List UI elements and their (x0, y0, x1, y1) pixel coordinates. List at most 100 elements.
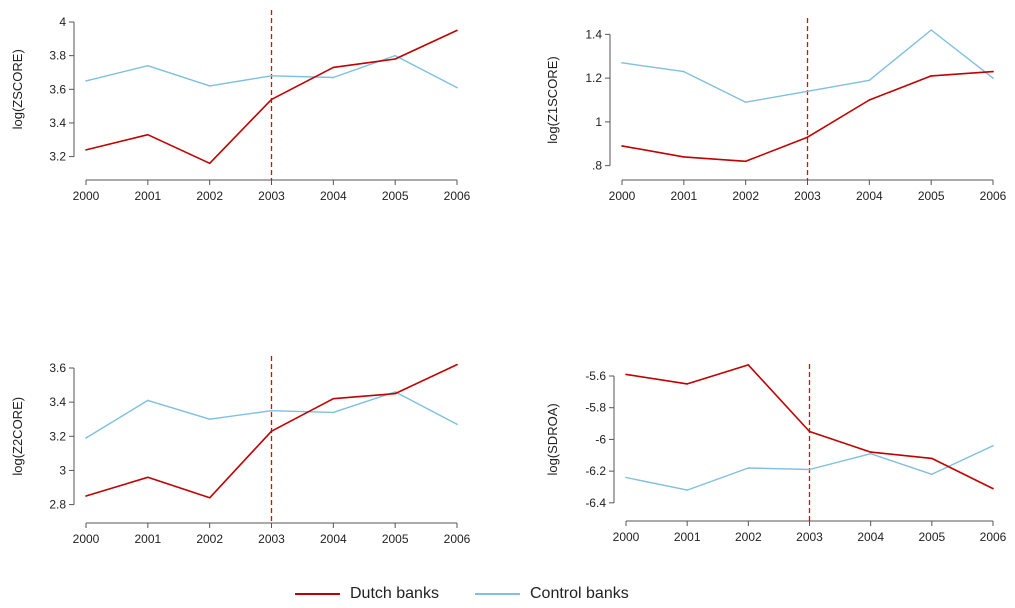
data-point-control (686, 489, 688, 491)
x-tick-label: 2001 (674, 530, 701, 544)
x-tick-label: 2000 (609, 189, 636, 203)
data-point-dutch (621, 145, 623, 147)
x-tick-label: 2005 (918, 530, 945, 544)
data-point-dutch (332, 397, 335, 400)
data-point-dutch (931, 457, 933, 460)
y-tick-label: 3.2 (49, 150, 66, 164)
data-point-control (992, 444, 994, 447)
data-point-control (992, 77, 994, 79)
data-point-dutch (332, 66, 335, 69)
data-point-control (806, 90, 809, 93)
y-tick-label: 1 (595, 115, 602, 129)
data-point-dutch (806, 136, 809, 138)
y-tick-label: 3.8 (49, 49, 66, 63)
x-tick-label: 2000 (613, 530, 640, 544)
data-point-control (868, 79, 871, 82)
x-tick-label: 2003 (796, 530, 823, 544)
y-tick-label: -5.6 (585, 369, 606, 383)
x-tick-label: 2003 (794, 189, 821, 203)
data-point-control (270, 75, 273, 77)
x-tick-label: 2005 (382, 189, 409, 203)
data-point-dutch (744, 160, 747, 163)
y-axis-label: log(ZSCORE) (10, 49, 25, 129)
y-tick-label: -6 (595, 432, 606, 446)
data-point-dutch (808, 430, 811, 433)
x-tick-label: 2005 (382, 532, 409, 546)
y-tick-label: 1.2 (585, 71, 602, 85)
y-tick-label: .8 (592, 159, 602, 173)
x-tick-label: 2001 (134, 189, 161, 203)
chart-panel-2: .8 1 1.2 1.4 log(Z1SCORE) 2000 2001 2002 2003 200… (545, 18, 1007, 203)
data-point-control (208, 418, 211, 421)
y-tick-label: 4 (59, 15, 66, 29)
data-point-control (332, 411, 335, 414)
data-point-dutch (147, 476, 149, 479)
legend-label-dutch: Dutch banks (350, 585, 439, 602)
data-point-control (621, 62, 623, 64)
x-tick-label: 2002 (732, 189, 759, 203)
data-point-control (869, 452, 872, 455)
chart-panel-4: -6.4 -6.2 -6 -5.8 -5.6 log(SDROA) 2000 2001 2002… (545, 364, 1007, 544)
y-axis-label: log(SDROA) (545, 403, 560, 475)
y-tick-label: -6.4 (585, 496, 606, 510)
x-tick-label: 2001 (670, 189, 697, 203)
data-point-control (931, 473, 933, 476)
x-tick-label: 2004 (856, 189, 883, 203)
y-tick-label: 3.4 (49, 395, 66, 409)
x-tick-label: 2003 (258, 189, 285, 203)
x-tick-label: 2000 (73, 189, 100, 203)
data-point-dutch (394, 392, 396, 395)
data-point-control (394, 54, 396, 57)
data-point-dutch (686, 383, 688, 385)
data-point-control (930, 29, 932, 31)
chart-panel-1: 3.2 3.4 3.6 3.8 4 log(ZSCORE) 2000 2001 2002 2003… (10, 10, 471, 203)
data-point-dutch (683, 156, 685, 158)
data-point-control (270, 409, 273, 412)
chart-panel-3: 2.8 3 3.2 3.4 3.6 log(Z2CORE) 2000 2001 2002 2003… (10, 356, 471, 546)
y-tick-label: 1.4 (585, 27, 602, 41)
x-tick-label: 2001 (134, 532, 161, 546)
y-axis-label: log(Z2CORE) (10, 397, 25, 476)
legend-swatch-dutch (295, 593, 340, 595)
x-tick-label: 2004 (857, 530, 884, 544)
y-tick-label: -6.2 (585, 464, 606, 478)
data-point-dutch (992, 70, 994, 73)
data-point-control (147, 64, 149, 67)
data-point-control (625, 476, 627, 479)
x-tick-label: 2006 (980, 189, 1007, 203)
data-point-dutch (456, 29, 458, 32)
data-point-dutch (868, 99, 871, 101)
data-point-control (332, 76, 335, 79)
data-point-control (747, 467, 750, 469)
x-tick-label: 2002 (196, 532, 223, 546)
y-axis-label: log(Z1SCORE) (545, 56, 560, 143)
data-point-dutch (85, 149, 87, 151)
data-point-control (394, 391, 396, 393)
y-tick-label: 3 (59, 463, 66, 477)
data-point-dutch (270, 430, 273, 432)
x-tick-label: 2006 (444, 532, 471, 546)
legend-swatch-control (475, 593, 520, 595)
legend: Dutch banks Control banks (0, 580, 1015, 608)
data-point-control (208, 85, 211, 87)
x-tick-label: 2004 (320, 189, 347, 203)
x-tick-label: 2005 (918, 189, 945, 203)
data-point-control (85, 437, 87, 439)
data-point-control (744, 101, 747, 103)
data-point-dutch (992, 487, 994, 490)
x-tick-label: 2006 (980, 530, 1007, 544)
data-point-dutch (147, 133, 149, 136)
data-point-dutch (208, 162, 211, 165)
legend-item-control: Control banks (475, 580, 629, 608)
data-point-dutch (85, 495, 87, 497)
data-point-control (456, 423, 458, 426)
data-point-control (683, 70, 685, 73)
data-point-dutch (270, 98, 273, 101)
data-point-dutch (625, 373, 627, 376)
x-tick-label: 2002 (196, 189, 223, 203)
y-tick-label: 3.6 (49, 82, 66, 96)
x-tick-label: 2000 (73, 532, 100, 546)
data-point-control (456, 86, 458, 89)
x-tick-label: 2002 (735, 530, 762, 544)
y-tick-label: 2.8 (49, 498, 66, 512)
